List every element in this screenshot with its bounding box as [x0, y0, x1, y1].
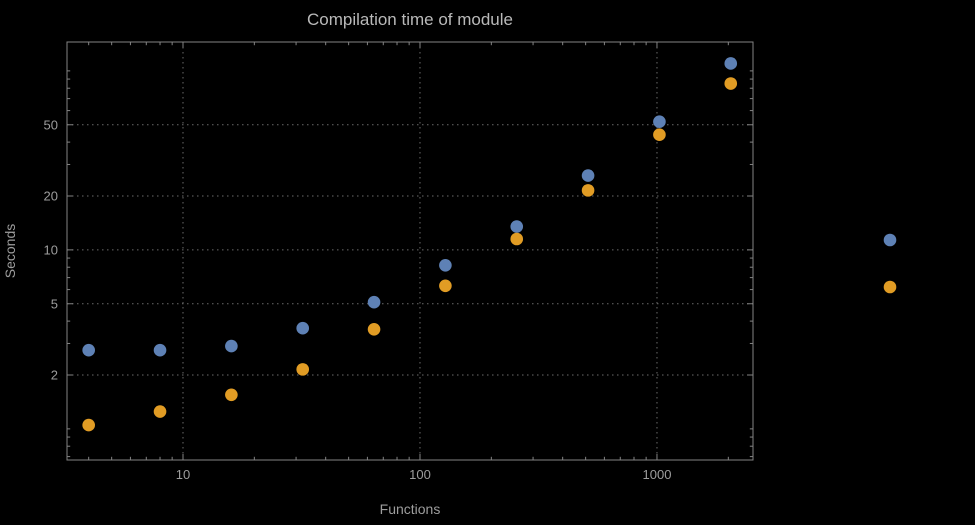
data-points-layer	[82, 57, 738, 432]
data-point-series-blue	[724, 57, 738, 70]
data-point-series-orange	[82, 418, 95, 432]
legend-layer	[883, 233, 897, 294]
x-axis-label: Functions	[380, 501, 441, 517]
data-point-series-blue	[581, 169, 595, 182]
data-point-series-blue	[153, 343, 167, 357]
data-point-series-blue	[367, 295, 381, 309]
data-point-series-blue	[653, 115, 666, 129]
data-point-series-orange	[296, 363, 310, 376]
data-point-series-orange	[153, 405, 167, 418]
plot-frame-layer	[66, 41, 754, 461]
tick-labels-layer: 10 100 1000 2 5 10 20 50	[44, 117, 672, 482]
y-tick-label: 50	[44, 117, 58, 132]
data-point-series-blue	[296, 321, 310, 335]
data-point-series-orange	[439, 279, 452, 293]
plot-frame	[66, 41, 754, 461]
x-tick-label: 1000	[643, 467, 672, 482]
data-point-series-orange	[367, 322, 381, 336]
data-point-series-orange	[724, 77, 738, 90]
data-point-series-orange	[510, 232, 524, 246]
legend-marker-1	[883, 280, 897, 294]
y-tick-label: 20	[44, 188, 58, 203]
y-tick-label: 2	[51, 367, 58, 382]
x-tick-label: 10	[176, 467, 190, 482]
x-tick-label: 100	[409, 467, 431, 482]
legend-marker-0	[883, 233, 897, 247]
data-point-series-blue	[439, 259, 452, 272]
data-point-series-blue	[225, 339, 238, 353]
y-axis-label: Seconds	[2, 224, 18, 278]
data-point-series-blue	[510, 220, 524, 233]
data-point-series-orange	[581, 184, 595, 197]
data-point-series-orange	[653, 128, 666, 142]
y-tick-label: 10	[44, 242, 58, 257]
data-point-series-blue	[82, 343, 95, 357]
chart-title: Compilation time of module	[307, 10, 513, 29]
y-tick-label: 5	[51, 296, 58, 311]
data-point-series-orange	[225, 388, 238, 402]
grid-layer	[67, 42, 753, 460]
tick-marks-layer	[67, 42, 753, 460]
